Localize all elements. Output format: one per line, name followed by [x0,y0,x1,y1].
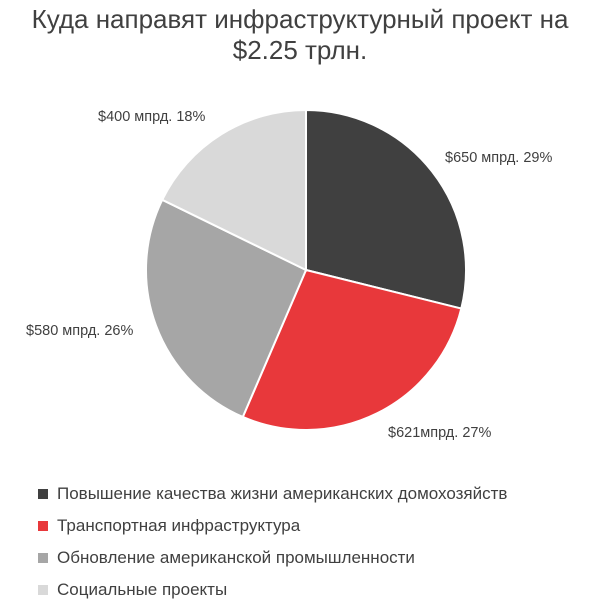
legend-swatch [38,553,48,563]
pie-slice-transport [241,268,463,431]
legend-swatch [38,489,48,499]
pie-slice-industry [145,198,308,419]
slice-label-social: $400 мпрд. 18% [98,109,206,125]
slice-label-industry: $580 мпрд. 26% [26,323,134,339]
legend-label: Обновление американской промышленности [57,548,415,567]
chart-title-line-2: $2.25 трлн. [232,35,368,65]
pie-slice-social [160,108,307,272]
legend-item-household: Повышение качества жизни американских до… [38,478,507,510]
legend-swatch [38,521,48,531]
chart-title-line-1: Куда направят инфраструктурный проект на [31,4,569,34]
slice-label-transport: $621мпрд. 27% [388,425,492,441]
legend-label: Социальные проекты [57,580,228,599]
legend-item-industry: Обновление американской промышленности [38,542,507,574]
legend-item-social: Социальные проекты [38,574,507,606]
legend-item-transport: Транспортная инфраструктура [38,510,507,542]
pie-slice-household [305,108,467,310]
legend-label: Транспортная инфраструктура [57,516,301,535]
chart-title: Куда направят инфраструктурный проект на… [0,4,600,66]
legend-label: Повышение качества жизни американских до… [57,484,508,503]
legend-swatch [38,585,48,595]
legend: Повышение качества жизни американских до… [38,478,507,606]
slice-label-household: $650 мпрд. 29% [445,150,553,166]
